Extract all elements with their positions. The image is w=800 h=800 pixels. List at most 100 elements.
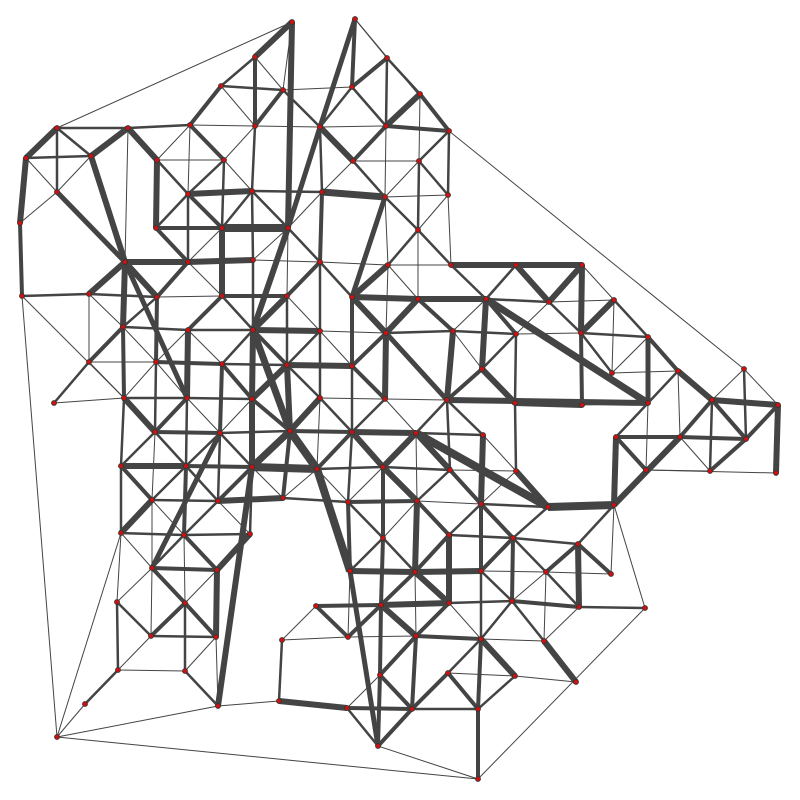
edge <box>281 430 292 499</box>
edge <box>56 705 219 738</box>
edge <box>319 261 389 266</box>
edge <box>448 503 482 536</box>
edge <box>543 571 547 642</box>
edge <box>19 191 58 224</box>
edge <box>448 602 482 640</box>
edge <box>182 533 219 572</box>
node <box>287 428 293 434</box>
edge <box>187 329 223 365</box>
edge <box>319 330 353 367</box>
node <box>513 331 519 337</box>
node <box>285 225 291 231</box>
edge <box>447 672 516 677</box>
node <box>118 530 124 536</box>
edge <box>251 189 323 194</box>
edge <box>187 159 225 195</box>
edge <box>384 398 448 401</box>
edge <box>577 504 615 545</box>
edge <box>88 292 158 299</box>
node <box>413 430 419 436</box>
node <box>446 532 452 538</box>
edge <box>25 154 92 160</box>
edge <box>512 537 547 573</box>
node <box>545 504 551 510</box>
node <box>218 83 224 89</box>
edge <box>127 123 191 130</box>
edge <box>316 397 321 470</box>
node <box>317 124 323 130</box>
node <box>384 55 390 61</box>
edge <box>351 398 386 433</box>
node <box>478 636 484 642</box>
edge <box>252 327 321 334</box>
node <box>118 463 124 469</box>
node <box>153 225 159 231</box>
edge <box>188 84 223 127</box>
edge <box>511 600 545 642</box>
edge <box>515 332 582 335</box>
edge <box>547 501 615 511</box>
node <box>250 327 256 333</box>
edge <box>447 194 452 266</box>
edge <box>448 468 483 506</box>
edge <box>548 299 615 303</box>
edge <box>122 259 160 300</box>
edge <box>250 397 292 433</box>
node <box>54 125 60 131</box>
edge <box>317 18 358 128</box>
edge <box>350 18 357 88</box>
edge <box>117 635 152 671</box>
node <box>741 366 747 372</box>
edge <box>479 366 518 406</box>
edge <box>613 299 649 338</box>
edge <box>645 436 681 471</box>
edge <box>379 570 417 607</box>
node <box>380 464 386 470</box>
node <box>213 634 219 640</box>
edge <box>708 399 714 472</box>
edge <box>149 601 187 638</box>
edge <box>289 429 353 434</box>
edge <box>216 465 254 503</box>
node <box>383 330 389 336</box>
edge <box>350 56 389 89</box>
node <box>249 396 255 402</box>
edge <box>610 504 615 575</box>
node <box>417 91 423 97</box>
edge <box>511 599 580 609</box>
edge <box>156 159 189 195</box>
edge <box>88 155 128 263</box>
edge <box>151 534 185 569</box>
edge <box>711 368 745 401</box>
node <box>182 600 188 606</box>
node <box>115 667 121 673</box>
node <box>512 673 518 679</box>
node <box>122 259 128 265</box>
node <box>480 432 486 438</box>
node <box>313 603 319 609</box>
edge <box>646 335 680 373</box>
edge <box>282 468 318 499</box>
edge <box>150 566 187 605</box>
edge <box>21 292 90 298</box>
node <box>513 262 519 268</box>
edge <box>318 191 324 263</box>
edge <box>314 604 350 639</box>
edge <box>185 464 253 469</box>
edge <box>286 428 321 472</box>
edge <box>53 361 90 404</box>
edge <box>485 297 550 304</box>
edge <box>350 364 387 401</box>
edge <box>614 435 648 472</box>
edge <box>445 367 484 402</box>
edge <box>743 368 779 406</box>
edge <box>611 436 619 506</box>
edge <box>220 56 256 87</box>
edge <box>513 469 551 509</box>
edge <box>285 126 323 229</box>
node <box>217 430 223 436</box>
node <box>385 262 391 268</box>
node <box>608 571 614 577</box>
edge <box>415 399 448 434</box>
edge <box>347 499 418 504</box>
